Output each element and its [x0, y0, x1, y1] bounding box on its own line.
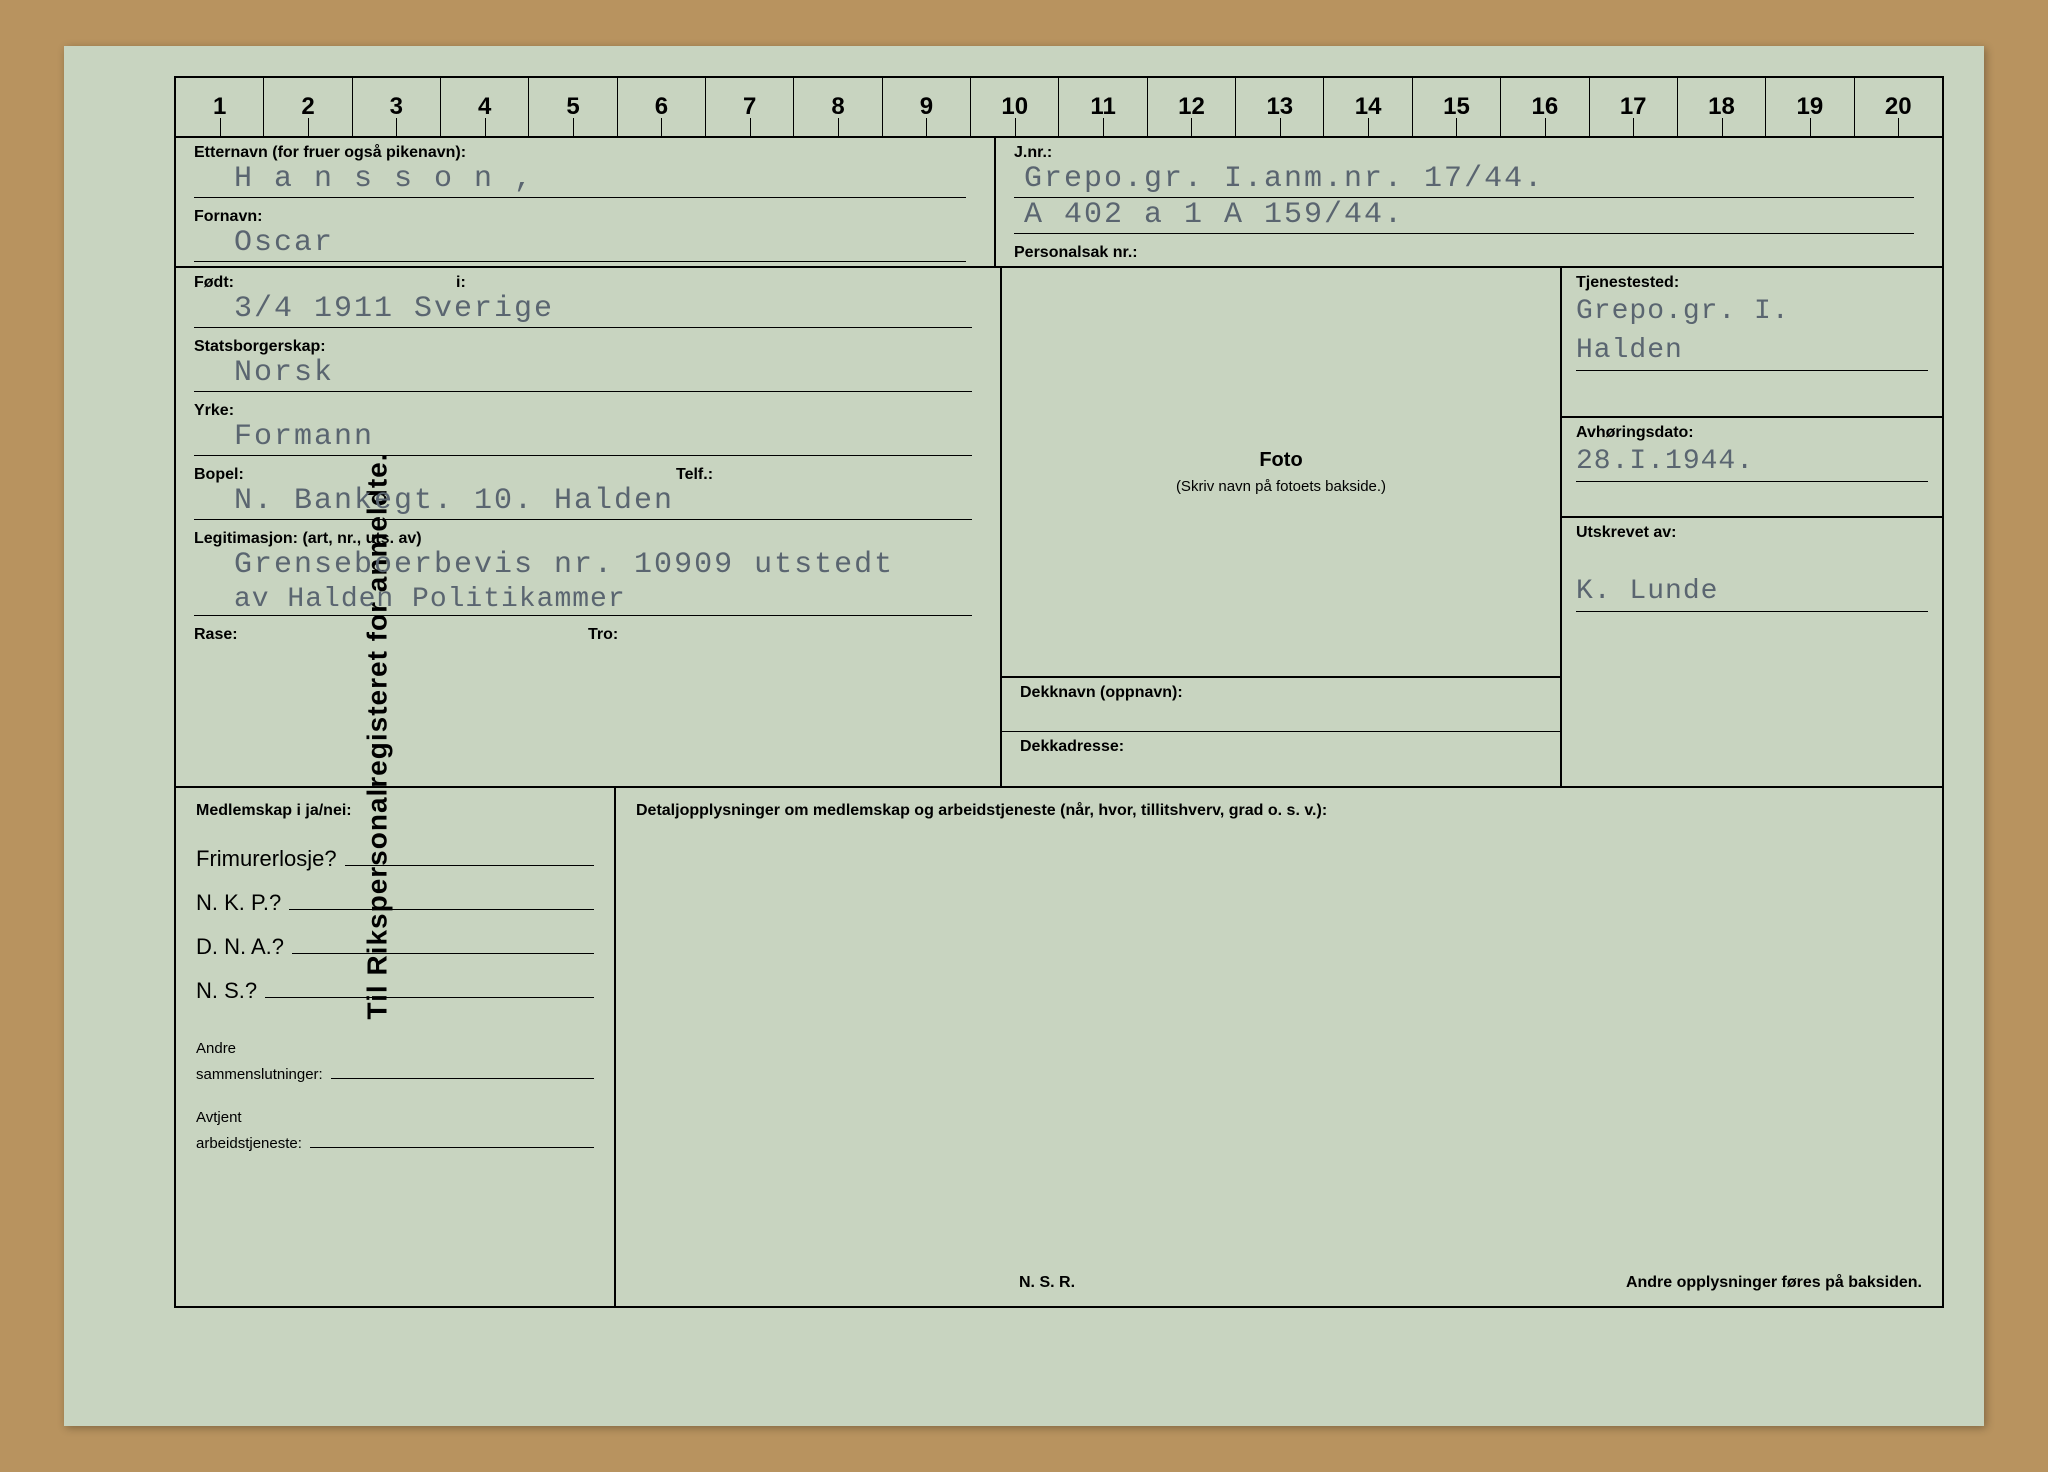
- etternavn-label: Etternavn (for fruer også pikenavn):: [194, 144, 976, 162]
- nkp-line: [289, 888, 594, 910]
- dna-row: D. N. A.?: [196, 932, 594, 960]
- ruler-cell-18: 18: [1678, 78, 1766, 136]
- registration-card: Til Rikspersonalregisteret for anmeldte.…: [64, 46, 1984, 1426]
- bopel-value: N. Bankegt. 10. Halden: [194, 484, 972, 520]
- ruler-cell-16: 16: [1501, 78, 1589, 136]
- statsborger-label: Statsborgerskap:: [194, 338, 982, 356]
- avtjent-label1: Avtjent: [196, 1109, 594, 1126]
- avtjent-row: Avtjent arbeidstjeneste:: [196, 1109, 594, 1152]
- andre-samm-row: Andre sammenslutninger:: [196, 1040, 594, 1083]
- rase-label: Rase:: [194, 626, 588, 782]
- jnr-value1: Grepo.gr. I.anm.nr. 17/44.: [1014, 162, 1914, 198]
- ruler-cell-3: 3: [353, 78, 441, 136]
- nkp-row: N. K. P.?: [196, 888, 594, 916]
- fornavn-value: Oscar: [194, 226, 966, 262]
- bottom-grid: Medlemskap i ja/nei: Frimurerlosje? N. K…: [174, 788, 1944, 1308]
- ns-row: N. S.?: [196, 976, 594, 1004]
- ruler-scale: 1234567891011121314151617181920: [174, 76, 1944, 136]
- ns-line: [265, 976, 594, 998]
- ruler-cell-12: 12: [1148, 78, 1236, 136]
- dekknavn-label: Dekknavn (oppnavn):: [1020, 684, 1542, 702]
- main-grid: Født: i: 3/4 1911 Sverige Statsborgerska…: [174, 268, 1944, 788]
- right-column: Tjenestested: Grepo.gr. I. Halden Avhøri…: [1562, 268, 1942, 786]
- foto-title: Foto: [1259, 449, 1302, 472]
- fornavn-label: Fornavn:: [194, 208, 976, 226]
- ruler-cell-1: 1: [176, 78, 264, 136]
- dekkadresse-label: Dekkadresse:: [1020, 738, 1542, 756]
- avhoring-label: Avhøringsdato:: [1576, 424, 1928, 442]
- personalsak-label: Personalsak nr.:: [1014, 244, 1924, 262]
- frimurer-row: Frimurerlosje?: [196, 844, 594, 872]
- nkp-label: N. K. P.?: [196, 890, 281, 916]
- frimurer-line: [345, 844, 594, 866]
- top-row: Etternavn (for fruer også pikenavn): H a…: [174, 136, 1944, 268]
- ruler-cell-15: 15: [1413, 78, 1501, 136]
- ruler-cell-19: 19: [1766, 78, 1854, 136]
- foto-subtitle: (Skriv navn på fotoets bakside.): [1176, 478, 1386, 495]
- fodt-value: 3/4 1911 Sverige: [194, 292, 972, 328]
- etternavn-value: H a n s s o n ,: [194, 162, 966, 198]
- ruler-cell-11: 11: [1059, 78, 1147, 136]
- dna-label: D. N. A.?: [196, 934, 284, 960]
- ruler-cell-14: 14: [1324, 78, 1412, 136]
- legit-value2: av Halden Politikammer: [194, 584, 972, 616]
- avtjent-label2: arbeidstjeneste:: [196, 1135, 302, 1152]
- etternavn-block: Etternavn (for fruer også pikenavn): H a…: [176, 138, 996, 266]
- card-content: 1234567891011121314151617181920 Etternav…: [174, 76, 1944, 1396]
- nsr-label: N. S. R.: [1019, 1274, 1075, 1292]
- ruler-cell-4: 4: [441, 78, 529, 136]
- andre-samm-label2: sammenslutninger:: [196, 1066, 323, 1083]
- ruler-cell-8: 8: [794, 78, 882, 136]
- ruler-cell-2: 2: [264, 78, 352, 136]
- jnr-block: J.nr.: Grepo.gr. I.anm.nr. 17/44. A 402 …: [996, 138, 1942, 266]
- dekkadresse-block: Dekkadresse:: [1002, 731, 1560, 786]
- left-column: Født: i: 3/4 1911 Sverige Statsborgerska…: [176, 268, 1002, 786]
- yrke-label: Yrke:: [194, 402, 982, 420]
- tjenestested-label: Tjenestested:: [1576, 274, 1928, 292]
- detail-column: Detaljopplysninger om medlemskap og arbe…: [616, 788, 1942, 1306]
- statsborger-value: Norsk: [194, 356, 972, 392]
- utskrevet-value: K. Lunde: [1576, 572, 1928, 612]
- legit-label: Legitimasjon: (art, nr., uts. av): [194, 530, 982, 548]
- fodt-label: Født:: [194, 274, 234, 291]
- foto-box: Foto (Skriv navn på fotoets bakside.): [1002, 268, 1560, 676]
- ruler-cell-13: 13: [1236, 78, 1324, 136]
- membership-header: Medlemskap i ja/nei:: [196, 802, 594, 820]
- membership-column: Medlemskap i ja/nei: Frimurerlosje? N. K…: [176, 788, 616, 1306]
- fodt-i-label: i:: [456, 274, 466, 292]
- telf-label: Telf.:: [676, 466, 713, 484]
- frimurer-label: Frimurerlosje?: [196, 846, 337, 872]
- dna-line: [292, 932, 594, 954]
- avhoring-value: 28.I.1944.: [1576, 442, 1928, 482]
- avtjent-line: [310, 1126, 594, 1148]
- ns-label: N. S.?: [196, 978, 257, 1004]
- utskrevet-label: Utskrevet av:: [1576, 524, 1928, 542]
- ruler-cell-5: 5: [529, 78, 617, 136]
- bakside-note: Andre opplysninger føres på baksiden.: [1626, 1274, 1922, 1292]
- dekknavn-block: Dekknavn (oppnavn):: [1002, 676, 1560, 731]
- detail-header: Detaljopplysninger om medlemskap og arbe…: [636, 802, 1922, 820]
- legit-value1: Grenseboerbevis nr. 10909 utstedt: [194, 548, 972, 584]
- middle-column: Foto (Skriv navn på fotoets bakside.) De…: [1002, 268, 1562, 786]
- yrke-value: Formann: [194, 420, 972, 456]
- ruler-cell-9: 9: [883, 78, 971, 136]
- ruler-cell-20: 20: [1855, 78, 1942, 136]
- bopel-label: Bopel:: [194, 466, 244, 483]
- andre-samm-label1: Andre: [196, 1040, 594, 1057]
- ruler-cell-17: 17: [1590, 78, 1678, 136]
- ruler-cell-7: 7: [706, 78, 794, 136]
- andre-samm-line: [331, 1057, 594, 1079]
- tjenestested-value1: Grepo.gr. I.: [1576, 292, 1928, 331]
- ruler-cell-10: 10: [971, 78, 1059, 136]
- jnr-label: J.nr.:: [1014, 144, 1924, 162]
- ruler-cell-6: 6: [618, 78, 706, 136]
- tjenestested-value2: Halden: [1576, 331, 1928, 371]
- tro-label: Tro:: [588, 626, 982, 782]
- jnr-value2: A 402 a 1 A 159/44.: [1014, 198, 1914, 234]
